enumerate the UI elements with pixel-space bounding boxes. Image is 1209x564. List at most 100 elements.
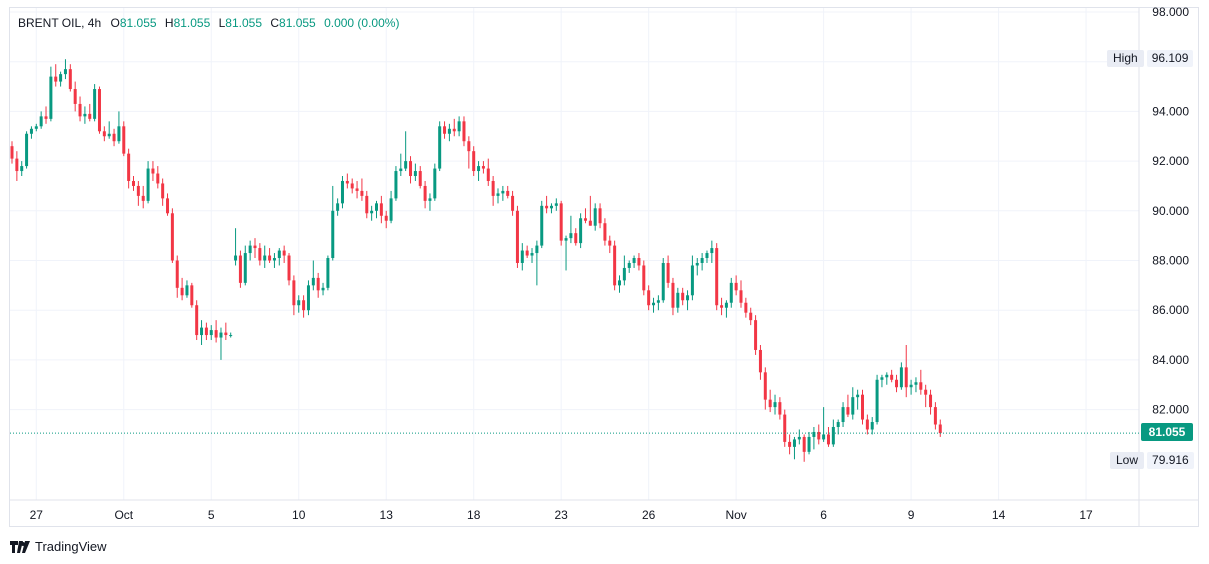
candle-body (608, 240, 612, 246)
candle-body (890, 374, 894, 380)
candle-body (559, 203, 563, 241)
candle-body (768, 399, 772, 408)
low-label: L (218, 16, 226, 30)
candle-body (938, 424, 942, 434)
candle-body (413, 171, 417, 177)
candle-body (647, 290, 651, 306)
candle-body (379, 203, 383, 216)
candle-body (870, 422, 874, 430)
candle-body (340, 180, 344, 204)
axes: 98.00096.00094.00092.00090.00088.00086.0… (10, 5, 1198, 526)
candle-body (933, 407, 937, 425)
candle-body (613, 245, 617, 286)
candle-body (409, 161, 413, 177)
candle-body (515, 210, 519, 263)
candle-body (773, 402, 777, 408)
candle-body (831, 426, 835, 445)
candle-body (462, 121, 466, 142)
candles (10, 59, 942, 462)
candle-body (880, 377, 884, 380)
candle-body (919, 382, 923, 390)
candle-body (272, 258, 276, 261)
candle-body (734, 282, 738, 291)
candle-body (535, 245, 539, 254)
candle-body (263, 255, 267, 261)
candle-body (895, 379, 899, 388)
candle-body (457, 121, 461, 132)
candle-body (491, 180, 495, 196)
candle-body (749, 312, 753, 321)
candle-body (39, 116, 43, 127)
candle-body (826, 434, 830, 445)
candle-body (78, 103, 82, 117)
candle-body (652, 302, 656, 306)
candle-body (350, 183, 354, 189)
candle-body (34, 126, 38, 129)
open-label: O (110, 16, 120, 30)
candle-body (253, 245, 257, 249)
candle-body (185, 285, 189, 296)
candle-body (243, 253, 247, 283)
candle-body (107, 133, 111, 137)
chart-frame (9, 7, 1199, 527)
candle-body (127, 153, 131, 181)
y-tick-label: 92.000 (1152, 154, 1189, 168)
candle-body (754, 320, 758, 350)
candle-body (579, 218, 583, 244)
candle-body (73, 89, 77, 104)
candle-body (739, 290, 743, 303)
candle-body (618, 280, 621, 286)
candle-body (511, 195, 515, 211)
symbol-label[interactable]: BRENT OIL, 4h (18, 16, 102, 30)
close-label: C (270, 16, 280, 30)
candle-body (710, 248, 714, 254)
candle-body (695, 262, 699, 266)
x-tick-label: 5 (208, 508, 215, 522)
candle-body (136, 185, 140, 196)
candle-body (486, 168, 490, 181)
candle-body (195, 305, 199, 336)
candle-body (700, 258, 704, 263)
candle-body (807, 436, 811, 452)
candle-body (336, 203, 340, 211)
high-marker: High 96.109 (1107, 50, 1194, 67)
y-tick-label: 90.000 (1152, 204, 1189, 218)
candle-body (686, 295, 690, 301)
candle-body (161, 183, 165, 199)
candle-body (865, 419, 869, 430)
candle-body (632, 258, 636, 263)
candle-body (583, 218, 587, 221)
candle-body (472, 151, 476, 172)
candle-body (627, 262, 631, 268)
candle-body (666, 262, 670, 283)
candle-body (817, 431, 821, 440)
candle-body (384, 215, 388, 221)
candle-body (924, 389, 928, 395)
candle-body (277, 250, 281, 259)
candle-body (428, 198, 432, 201)
candle-body (375, 203, 378, 211)
candle-body (724, 302, 728, 308)
brand-name: TradingView (35, 539, 107, 554)
candle-body (856, 394, 860, 398)
candle-body (175, 260, 179, 288)
tradingview-logo[interactable]: TradingView (10, 539, 107, 554)
x-tick-label: 10 (292, 508, 306, 522)
candle-body (549, 205, 553, 209)
y-tick-label: 86.000 (1152, 303, 1189, 317)
candle-body (525, 250, 529, 256)
y-tick-label: 88.000 (1152, 254, 1189, 268)
candle-body (25, 133, 29, 167)
candle-body (506, 190, 510, 196)
candle-body (836, 422, 840, 427)
candle-body (297, 300, 301, 306)
candle-body (904, 367, 908, 388)
candle-body (822, 434, 826, 440)
candle-body (63, 69, 67, 75)
ohlc-legend: BRENT OIL, 4h O81.055 H81.055 L81.055 C8… (18, 16, 404, 30)
candle-body (690, 265, 694, 296)
candle-body (88, 113, 92, 119)
candle-body (209, 330, 213, 336)
candle-body (370, 210, 374, 214)
